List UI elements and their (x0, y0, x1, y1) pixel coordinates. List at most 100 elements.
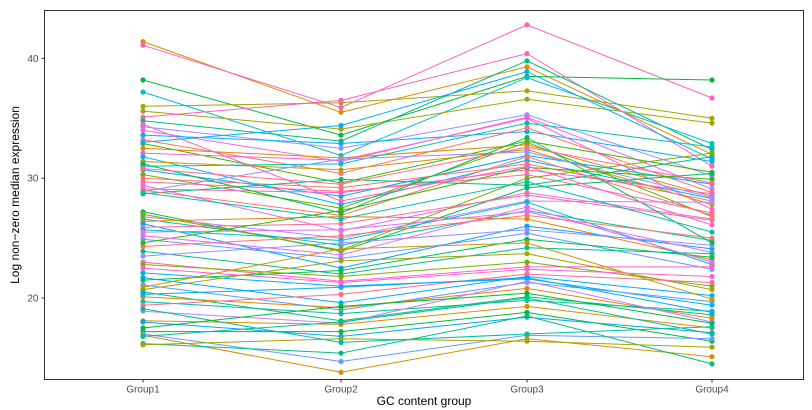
data-point-36-3 (524, 212, 530, 218)
data-point-38-2 (338, 240, 344, 246)
data-point-49-2 (338, 291, 344, 297)
data-point-64-1 (140, 306, 146, 312)
data-point-7-1 (140, 114, 146, 120)
data-point-63-2 (338, 246, 344, 252)
data-point-17-2 (338, 167, 344, 173)
data-point-40-1 (140, 261, 146, 268)
data-point-34-1 (140, 229, 146, 235)
series-line-61 (142, 136, 713, 244)
y-axis-title: Log non−zero median expression (8, 106, 22, 284)
data-point-55-4 (709, 354, 715, 360)
series-line-6 (142, 98, 713, 130)
series-line-66 (142, 123, 713, 226)
data-point-35-1 (140, 236, 146, 242)
series-line-32 (142, 194, 713, 228)
series-line-71 (142, 277, 713, 313)
series-line-23 (142, 184, 713, 232)
data-point-47-3 (524, 285, 530, 291)
series-line-54 (142, 333, 713, 363)
data-point-71-3 (524, 275, 530, 281)
series-line-49 (142, 273, 713, 306)
data-point-45-2 (338, 258, 344, 264)
y-tick-label: 30 (27, 174, 39, 185)
series-line-8 (142, 60, 713, 150)
data-point-2-1 (140, 42, 146, 48)
data-point-34-3 (524, 209, 530, 215)
series-line-34 (142, 211, 713, 253)
x-tick-label: Group4 (695, 385, 729, 396)
data-point-42-4 (709, 293, 715, 299)
data-point-49-4 (709, 279, 715, 286)
data-point-62-2 (338, 208, 344, 214)
data-point-59-3 (524, 175, 530, 181)
data-point-41-4 (709, 302, 715, 308)
data-point-72-3 (524, 290, 530, 296)
series-line-56 (142, 315, 713, 365)
series-line-5 (142, 90, 713, 119)
series-line-47 (142, 287, 713, 319)
data-point-28-4 (709, 199, 715, 205)
data-point-23-1 (140, 182, 146, 188)
data-point-8-3 (524, 58, 530, 64)
series-line-55 (142, 334, 713, 373)
series-line-48 (142, 299, 713, 315)
series-line-30 (142, 216, 713, 261)
data-point-31-3 (524, 223, 530, 229)
data-point-61-4 (709, 240, 715, 246)
data-point-42-2 (338, 300, 344, 306)
data-point-21-1 (140, 175, 146, 181)
data-point-64-2 (338, 339, 344, 345)
data-point-18-2 (338, 161, 344, 167)
data-point-12-2 (338, 170, 344, 176)
data-point-40-2 (338, 273, 344, 280)
data-point-69-1 (140, 166, 146, 172)
data-point-4-4 (709, 140, 715, 147)
data-point-4-3 (524, 75, 530, 81)
series-line-69 (142, 146, 713, 185)
series-line-63 (142, 242, 713, 300)
data-point-66-4 (709, 222, 715, 228)
series-line-25 (142, 151, 713, 198)
data-point-71-1 (140, 291, 146, 297)
data-point-9-2 (338, 145, 344, 151)
data-point-52-1 (140, 319, 146, 325)
data-point-12-3 (524, 125, 530, 131)
data-point-26-2 (338, 176, 344, 182)
data-point-41-1 (140, 270, 146, 276)
data-point-7-4 (709, 163, 715, 169)
data-point-6-4 (709, 120, 715, 126)
series-line-39 (142, 261, 712, 282)
data-point-1-1 (140, 39, 146, 45)
data-point-56-2 (338, 350, 344, 356)
data-point-68-4 (709, 259, 715, 265)
data-point-43-2 (338, 267, 344, 274)
data-point-34-2 (338, 227, 344, 233)
data-point-8-1 (140, 118, 146, 124)
data-point-66-1 (140, 121, 146, 127)
data-point-3-4 (709, 77, 715, 83)
data-point-18-3 (524, 120, 530, 126)
series-line-17 (142, 148, 713, 206)
series-line-28 (142, 200, 713, 239)
data-point-53-2 (338, 329, 344, 335)
data-point-32-3 (524, 192, 530, 198)
data-point-65-1 (140, 190, 146, 196)
data-point-37-1 (140, 248, 146, 254)
data-point-33-3 (524, 199, 530, 205)
data-point-48-1 (140, 299, 146, 305)
data-point-53-3 (524, 309, 530, 315)
data-point-61-1 (140, 161, 146, 167)
data-point-5-4 (709, 115, 715, 121)
series-line-21 (142, 163, 713, 202)
data-point-49-3 (524, 271, 530, 277)
data-point-2-2 (338, 104, 344, 111)
series-line-2 (142, 24, 713, 109)
data-point-25-2 (338, 156, 344, 162)
series-line-15 (142, 117, 713, 210)
data-point-54-4 (709, 336, 715, 342)
series-line-36 (142, 214, 713, 247)
data-point-57-4 (709, 344, 715, 350)
data-point-11-2 (338, 140, 344, 147)
series-line-24 (142, 169, 713, 195)
